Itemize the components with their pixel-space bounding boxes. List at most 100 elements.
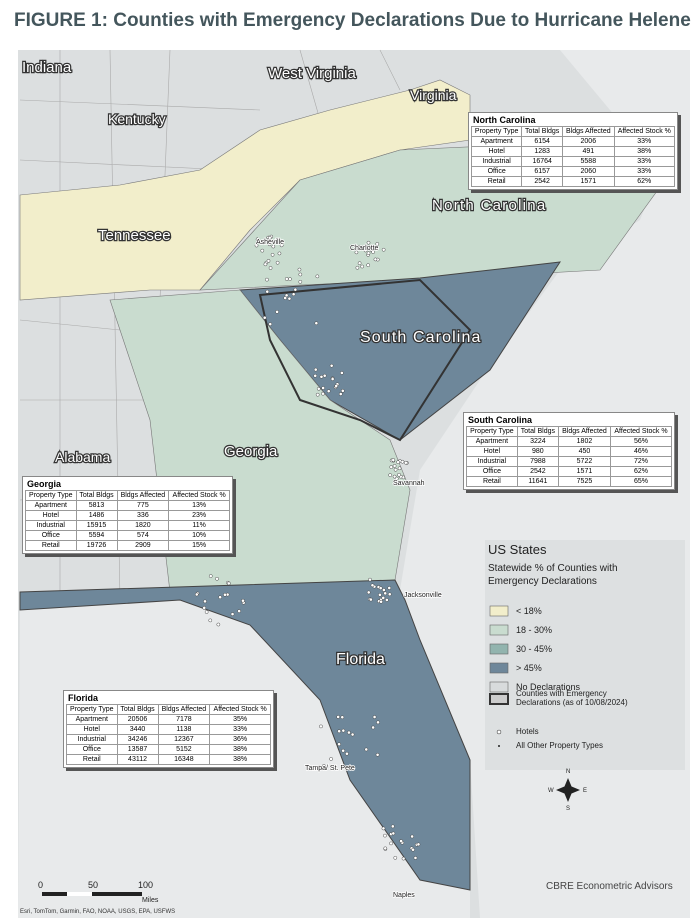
table-row: Property Type Total Bldgs Bldgs Affected Af… bbox=[466, 426, 673, 437]
hotel-dot bbox=[319, 724, 323, 729]
table-title: South Carolina bbox=[468, 415, 533, 425]
data-table: South Carolina Property Type Total Bldgs Bl… bbox=[463, 412, 675, 490]
hotel-dot bbox=[379, 599, 383, 604]
compass-label: N bbox=[566, 769, 570, 775]
legend-label: All Other Property Types bbox=[516, 741, 603, 750]
hotel-dot bbox=[375, 242, 380, 246]
hotel-dot bbox=[298, 272, 303, 277]
table-cell: 1571 bbox=[557, 466, 611, 477]
hotel-dot bbox=[366, 590, 371, 595]
hotel-dot bbox=[341, 728, 346, 733]
table-row: Office 5594 574 10% bbox=[25, 530, 230, 541]
legend-label: < 18% bbox=[516, 606, 542, 616]
hotel-dot bbox=[316, 386, 321, 391]
table-cell: 56% bbox=[609, 436, 673, 447]
hotel-dot bbox=[368, 577, 372, 582]
table-cell: 72% bbox=[609, 456, 673, 467]
compass-label: S bbox=[566, 806, 570, 812]
hotel-dot bbox=[329, 363, 334, 368]
title: FIGURE 1: Counties with Emergency Declar… bbox=[14, 10, 691, 31]
hotel-dot bbox=[271, 244, 276, 249]
table-cell: Total Bldgs bbox=[521, 126, 564, 137]
table-row: Apartment 3224 1802 56% bbox=[466, 436, 673, 447]
hotel-dot bbox=[340, 371, 344, 375]
table-cell: 34246 bbox=[116, 734, 159, 745]
table: Property Type Total Bldgs Bldgs Affected Af… bbox=[25, 490, 230, 551]
hotel-dot bbox=[341, 389, 345, 393]
florida bbox=[19, 579, 471, 891]
table-cell: 62% bbox=[613, 176, 676, 187]
hotel-dot bbox=[262, 315, 267, 320]
table-cell: 10% bbox=[168, 530, 230, 541]
hotel-dot bbox=[267, 242, 272, 247]
legend-swatch bbox=[489, 605, 509, 617]
hotel-dot bbox=[392, 464, 397, 468]
hotel-dot bbox=[268, 322, 273, 326]
hotel-dot bbox=[383, 846, 388, 851]
table-row: Industrial 16764 5588 33% bbox=[470, 156, 676, 167]
table-row: Apartment 20506 7178 35% bbox=[66, 714, 271, 725]
hotel-dot bbox=[378, 586, 383, 590]
hotel-dot bbox=[364, 747, 369, 752]
hotel-dot bbox=[371, 725, 375, 730]
table-cell: Retail bbox=[466, 476, 518, 487]
hotel-dot bbox=[366, 263, 370, 267]
hotel-dot bbox=[291, 292, 296, 297]
hotel-dot bbox=[340, 715, 345, 720]
hotel-dot bbox=[366, 251, 371, 255]
table: Property Type Total Bldgs Bldgs Affected Af… bbox=[470, 126, 676, 187]
scale-tick: 0 bbox=[38, 880, 43, 890]
table-cell: 1486 bbox=[75, 510, 118, 521]
table-cell: 2909 bbox=[116, 540, 170, 551]
legend-label: 30 - 45% bbox=[516, 644, 553, 654]
hotel-dot bbox=[341, 748, 345, 753]
table-row: Office 2542 1571 62% bbox=[466, 466, 673, 477]
table-cell: 336 bbox=[116, 510, 170, 521]
hotel-dot bbox=[382, 588, 386, 592]
table-cell: Hotel bbox=[25, 510, 77, 521]
table-cell: 46% bbox=[609, 446, 673, 457]
state-label: West Virginia bbox=[268, 65, 356, 82]
hotel-dot bbox=[350, 732, 355, 737]
table-cell: 33% bbox=[209, 724, 271, 735]
hotel-dot bbox=[204, 610, 209, 614]
legend-label: Hotels bbox=[516, 727, 539, 736]
hotel-dot bbox=[275, 260, 280, 265]
state-label: Indiana bbox=[22, 59, 72, 76]
table-cell: 38% bbox=[209, 744, 271, 755]
state-label: North Carolina bbox=[432, 197, 546, 214]
hotel-dot bbox=[357, 261, 362, 265]
property-points bbox=[194, 234, 421, 861]
table: Property Type Total Bldgs Bldgs Affected Af… bbox=[466, 426, 673, 487]
table-cell: Industrial bbox=[25, 520, 77, 531]
state-label: Kentucky bbox=[108, 111, 166, 127]
table-cell: 2542 bbox=[521, 176, 564, 187]
table-cell: 16348 bbox=[157, 754, 211, 765]
hotel-dot bbox=[297, 267, 302, 272]
table-cell: 13587 bbox=[116, 744, 159, 755]
table-row: Industrial 7988 5722 72% bbox=[466, 456, 673, 467]
hotel-dot bbox=[337, 742, 341, 746]
hotel-dot bbox=[397, 472, 401, 477]
hotel-dot bbox=[375, 752, 380, 757]
hotel-dot bbox=[315, 274, 320, 279]
hotel-dot bbox=[396, 460, 400, 464]
city-label: Savannah bbox=[393, 480, 425, 487]
table-cell: 16764 bbox=[521, 156, 564, 167]
hotel-dot bbox=[218, 595, 222, 600]
table-cell: 43112 bbox=[116, 754, 159, 765]
hotel-dot bbox=[400, 459, 405, 464]
table-row: Property Type Total Bldgs Bldgs Affected Af… bbox=[66, 704, 271, 715]
hotel-dot bbox=[383, 591, 388, 596]
table-cell: Bldgs Affected bbox=[157, 704, 211, 715]
table-row: Hotel 1486 336 23% bbox=[25, 510, 230, 521]
compass-label: W bbox=[548, 788, 554, 794]
hotel-dot bbox=[260, 248, 265, 253]
legend-label: No Declarations bbox=[516, 682, 581, 692]
hotel-dot bbox=[330, 377, 335, 381]
hotel-dot bbox=[270, 239, 274, 244]
table-cell: Property Type bbox=[470, 126, 523, 137]
table-cell: 11641 bbox=[516, 476, 559, 487]
hotel-dot bbox=[267, 235, 272, 240]
table-row: Hotel 1283 491 38% bbox=[470, 146, 676, 157]
